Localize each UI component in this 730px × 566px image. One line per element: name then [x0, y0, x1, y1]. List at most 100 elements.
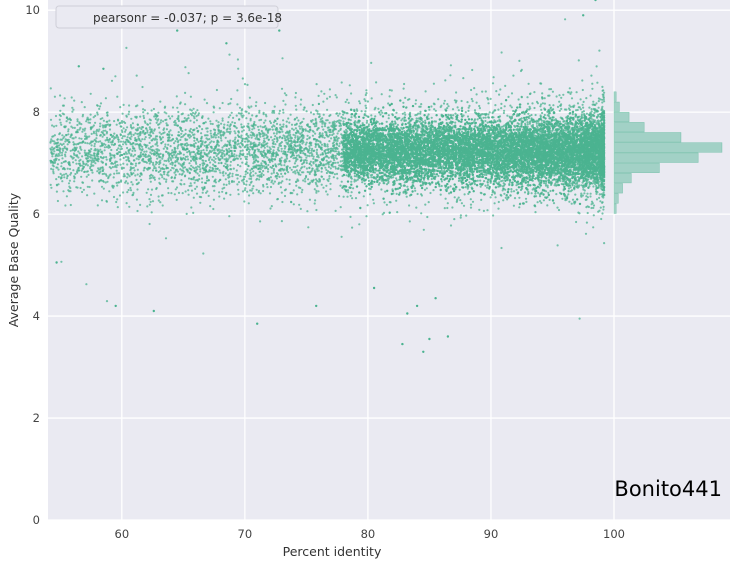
scatter-point	[53, 158, 56, 162]
scatter-point	[78, 122, 81, 125]
scatter-point	[177, 131, 180, 134]
scatter-point	[340, 235, 343, 238]
scatter-point	[184, 91, 187, 94]
scatter-point	[583, 189, 586, 192]
scatter-point	[601, 101, 604, 104]
scatter-point	[375, 81, 378, 84]
scatter-point	[245, 158, 248, 161]
scatter-point	[272, 164, 275, 168]
scatter-point	[478, 107, 481, 110]
scatter-point	[139, 130, 142, 134]
scatter-point	[120, 129, 123, 132]
scatter-point	[503, 124, 506, 127]
scatter-point	[152, 149, 155, 152]
scatter-point	[149, 180, 152, 183]
scatter-point	[260, 129, 263, 133]
scatter-point	[447, 113, 450, 116]
scatter-point	[580, 113, 584, 116]
scatter-point	[110, 143, 113, 146]
scatter-point	[512, 190, 516, 193]
scatter-point	[601, 85, 604, 88]
scatter-point	[603, 194, 606, 197]
scatter-point	[280, 191, 283, 194]
scatter-point	[98, 128, 101, 131]
scatter-point	[469, 206, 473, 209]
scatter-point	[335, 172, 339, 175]
scatter-point	[147, 147, 150, 150]
scatter-point	[183, 183, 186, 186]
scatter-point	[197, 140, 200, 143]
scatter-point	[139, 151, 143, 154]
scatter-point	[72, 141, 75, 144]
scatter-point	[529, 107, 532, 110]
scatter-point	[527, 112, 530, 115]
scatter-point	[463, 193, 466, 196]
scatter-point	[57, 158, 61, 161]
scatter-point	[219, 137, 222, 140]
scatter-point	[117, 172, 121, 175]
scatter-point	[156, 157, 159, 160]
scatter-point	[80, 175, 83, 178]
scatter-point	[286, 142, 290, 145]
scatter-point	[212, 207, 215, 211]
scatter-point	[329, 160, 332, 163]
scatter-point	[140, 127, 143, 131]
scatter-point	[264, 113, 267, 116]
scatter-point	[173, 146, 176, 149]
scatter-point	[500, 107, 503, 110]
scatter-point	[252, 185, 255, 188]
scatter-point	[272, 182, 275, 185]
scatter-point	[258, 170, 262, 173]
scatter-point	[167, 187, 170, 190]
scatter-point	[339, 184, 342, 187]
scatter-point	[592, 185, 595, 188]
scatter-point	[328, 133, 331, 137]
scatter-point	[559, 104, 562, 107]
scatter-point	[588, 106, 591, 109]
scatter-point	[395, 192, 398, 195]
scatter-point	[81, 181, 85, 184]
scatter-point	[136, 209, 139, 213]
scatter-point	[591, 87, 594, 90]
scatter-point	[262, 183, 265, 187]
scatter-point	[151, 169, 155, 172]
scatter-point	[314, 132, 317, 135]
scatter-point	[468, 104, 471, 107]
scatter-point	[116, 136, 120, 139]
scatter-point	[380, 188, 383, 191]
scatter-point	[184, 103, 187, 106]
scatter-point	[288, 121, 291, 124]
scatter-point	[337, 114, 340, 117]
scatter-point	[309, 160, 312, 163]
scatter-point	[141, 85, 144, 89]
scatter-point	[162, 163, 165, 166]
scatter-point	[200, 177, 204, 180]
scatter-point	[591, 82, 594, 85]
scatter-point	[306, 154, 309, 157]
scatter-point	[380, 93, 383, 96]
scatter-point	[456, 106, 459, 109]
scatter-point	[218, 195, 221, 198]
scatter-point	[274, 174, 278, 178]
scatter-point	[81, 141, 84, 144]
scatter-point	[111, 166, 114, 169]
scatter-point	[213, 185, 216, 188]
scatter-point	[130, 135, 133, 138]
scatter-point	[57, 168, 60, 171]
scatter-point	[275, 140, 279, 143]
scatter-point	[162, 170, 165, 174]
scatter-point	[80, 101, 83, 104]
scatter-point	[243, 83, 247, 86]
scatter-point	[234, 132, 237, 135]
scatter-point	[229, 160, 232, 163]
scatter-point	[110, 79, 114, 82]
scatter-point	[81, 155, 84, 158]
scatter-point	[465, 214, 468, 217]
scatter-point	[93, 145, 96, 148]
scatter-point	[328, 121, 331, 124]
scatter-point	[237, 193, 240, 196]
scatter-point	[224, 178, 227, 181]
scatter-point	[134, 164, 137, 167]
scatter-point	[137, 158, 140, 161]
